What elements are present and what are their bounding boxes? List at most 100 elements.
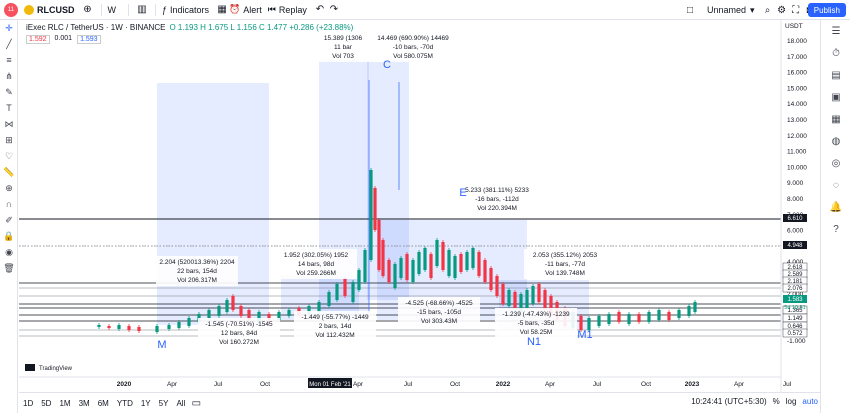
candle[interactable]	[453, 256, 457, 278]
help-icon[interactable]: ?	[833, 223, 839, 235]
watchlist-icon[interactable]: ☰	[831, 25, 841, 37]
chat-icon[interactable]: ◌	[833, 179, 839, 191]
notifications-icon[interactable]: 🔔	[829, 201, 843, 213]
chart-type-icon[interactable]: ▥	[137, 4, 147, 15]
text-icon[interactable]: T	[6, 103, 12, 113]
alert-button[interactable]: ⏰ Alert	[229, 4, 262, 15]
candle[interactable]	[405, 254, 409, 280]
range-button-1m[interactable]: 1M	[59, 398, 71, 408]
candle[interactable]	[97, 325, 101, 327]
candle[interactable]	[459, 254, 463, 272]
range-button-5y[interactable]: 5Y	[158, 398, 169, 408]
percent-toggle[interactable]: %	[772, 397, 780, 406]
candle[interactable]	[257, 312, 261, 322]
eye-icon[interactable]: ◉	[5, 246, 13, 257]
candle[interactable]	[531, 286, 535, 304]
horizontal-lines-icon[interactable]: ≡	[6, 55, 12, 65]
layout-name-button[interactable]: Unnamed ▾	[707, 5, 755, 16]
candle[interactable]	[465, 252, 469, 270]
lock-icon[interactable]: 🔒	[3, 230, 15, 241]
candle[interactable]	[117, 325, 121, 329]
log-toggle[interactable]: log	[785, 397, 797, 406]
favorites-icon[interactable]: ♡	[4, 150, 14, 161]
candle[interactable]	[519, 294, 523, 312]
zoom-icon[interactable]: ⊕	[5, 182, 13, 193]
candle[interactable]	[513, 292, 517, 308]
candle[interactable]	[435, 240, 439, 266]
candle[interactable]	[363, 250, 367, 282]
candle[interactable]	[231, 296, 235, 310]
candle[interactable]	[399, 258, 403, 278]
candle[interactable]	[687, 306, 691, 316]
range-button-1y[interactable]: 1Y	[140, 398, 151, 408]
candle[interactable]	[207, 310, 211, 318]
auto-toggle[interactable]: auto	[802, 397, 818, 406]
candle[interactable]	[107, 326, 111, 328]
candle[interactable]	[343, 278, 347, 296]
candle[interactable]	[327, 292, 331, 306]
candle[interactable]	[429, 254, 433, 278]
candle[interactable]	[247, 310, 251, 320]
candle[interactable]	[537, 284, 541, 302]
candle[interactable]	[627, 314, 631, 324]
candle[interactable]	[387, 260, 391, 282]
candle[interactable]	[471, 248, 475, 268]
templates-icon[interactable]: ▦	[217, 4, 227, 15]
candle[interactable]	[411, 260, 415, 282]
candle[interactable]	[351, 282, 355, 302]
measure-icon[interactable]: ⊞	[5, 134, 13, 145]
search-icon[interactable]: ⌕	[764, 4, 771, 16]
candle[interactable]	[441, 242, 445, 270]
replay-button[interactable]: ⏮ Replay	[268, 4, 307, 15]
candle[interactable]	[607, 314, 611, 324]
candle[interactable]	[225, 300, 229, 312]
candle[interactable]	[381, 240, 385, 276]
candle[interactable]	[597, 316, 601, 326]
candle[interactable]	[377, 220, 381, 270]
fullscreen-icon[interactable]: ⛶	[792, 4, 800, 16]
candle[interactable]	[217, 306, 221, 316]
add-symbol-icon[interactable]: ⊕	[83, 4, 92, 15]
interval-button[interactable]: W	[108, 5, 117, 15]
undo-icon[interactable]: ↶	[315, 4, 325, 15]
candle[interactable]	[579, 316, 583, 330]
candle[interactable]	[489, 268, 493, 290]
candle[interactable]	[693, 302, 697, 312]
magnet-icon[interactable]: ∩	[5, 199, 13, 209]
range-button-ytd[interactable]: YTD	[116, 398, 133, 408]
sell-price[interactable]: 1.592	[26, 35, 50, 44]
ideas-icon[interactable]: ◍	[831, 135, 841, 147]
candle[interactable]	[477, 252, 481, 276]
indicators-button[interactable]: ƒ Indicators	[162, 5, 209, 15]
alerts-clock-icon[interactable]: ⏱	[832, 47, 840, 59]
candle[interactable]	[549, 296, 553, 316]
hotlist-icon[interactable]: ▣	[831, 91, 841, 103]
candle[interactable]	[167, 325, 171, 329]
candle[interactable]	[507, 290, 511, 306]
data-window-icon[interactable]: ▤	[831, 69, 841, 81]
candle[interactable]	[657, 310, 661, 320]
candle[interactable]	[177, 322, 181, 328]
candle[interactable]	[187, 318, 191, 326]
candle[interactable]	[239, 306, 243, 316]
candle[interactable]	[501, 284, 505, 304]
symbol-search[interactable]: RLCUSD	[24, 4, 75, 15]
candle[interactable]	[495, 276, 499, 296]
candle[interactable]	[417, 252, 421, 274]
buy-price[interactable]: 1.593	[77, 35, 101, 44]
candle[interactable]	[317, 302, 321, 312]
measure-box-left[interactable]	[157, 83, 269, 325]
settings-icon[interactable]: ⚙	[777, 4, 787, 16]
trash-icon[interactable]: 🗑	[3, 262, 15, 273]
candle[interactable]	[369, 170, 373, 260]
range-button-all[interactable]: All	[176, 398, 186, 408]
range-button-3m[interactable]: 3M	[78, 398, 90, 408]
range-button-5d[interactable]: 5D	[41, 398, 52, 408]
layout-grid-icon[interactable]: □	[686, 4, 694, 16]
publish-button[interactable]: Publish	[807, 3, 846, 17]
trend-line-icon[interactable]: ╱	[6, 38, 12, 49]
streams-icon[interactable]: ◎	[831, 157, 841, 169]
brush-icon[interactable]: ✎	[5, 86, 13, 97]
candle[interactable]	[373, 188, 377, 230]
date-range-icon[interactable]: ▭	[191, 397, 202, 409]
